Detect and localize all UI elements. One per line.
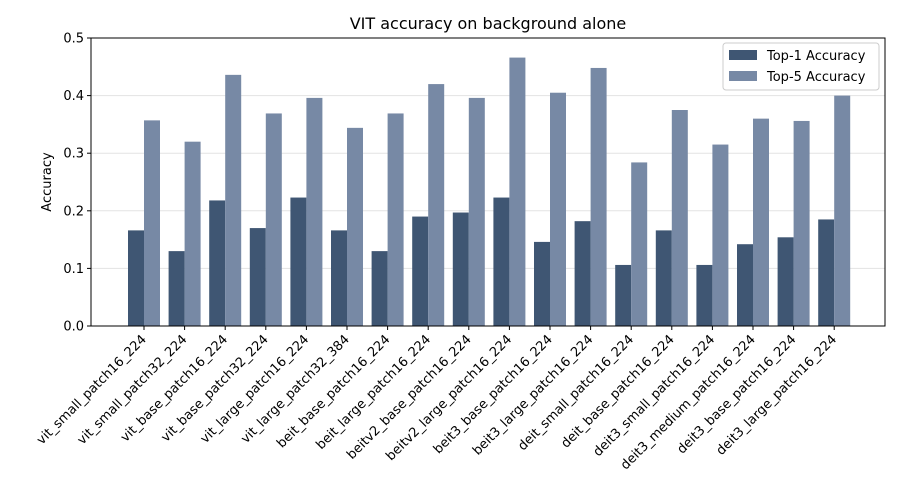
bar-top5 xyxy=(468,97,485,327)
bar-top1 xyxy=(615,264,632,326)
bar-top1 xyxy=(737,244,753,326)
y-axis-label: Accuracy xyxy=(40,152,55,212)
x-axis: vit_small_patch16_224vit_small_patch32_2… xyxy=(34,326,840,473)
bar-top1 xyxy=(168,251,185,326)
bar-top5 xyxy=(550,92,566,326)
bar-top5 xyxy=(387,113,404,327)
bar-top5 xyxy=(265,113,282,327)
plot-frame xyxy=(90,37,886,327)
bar-top5 xyxy=(671,110,688,326)
bar-top1 xyxy=(209,200,226,326)
y-tick-label: 0.5 xyxy=(63,32,84,47)
bar-top1 xyxy=(534,241,550,326)
bar-top1 xyxy=(574,221,591,326)
bar-top5 xyxy=(184,141,201,326)
bar-top1 xyxy=(249,228,266,326)
bar-top5 xyxy=(712,144,729,326)
bar-top1 xyxy=(655,230,672,326)
bar-top5 xyxy=(631,162,648,326)
bar-top5 xyxy=(144,120,160,326)
bar-top5 xyxy=(590,67,607,327)
y-tick-label: 0.2 xyxy=(63,204,84,219)
y-tick-label: 0.0 xyxy=(63,320,84,335)
bar-top1 xyxy=(493,197,510,326)
bar-top1 xyxy=(128,230,144,326)
bar-top1 xyxy=(777,237,794,326)
bar-top5 xyxy=(509,57,526,327)
bar-top5 xyxy=(793,120,810,326)
bar-top5 xyxy=(428,84,445,326)
bar-top1 xyxy=(371,251,388,326)
legend-swatch-top5 xyxy=(729,71,757,81)
y-tick-label: 0.3 xyxy=(63,147,84,162)
bar-top5 xyxy=(753,118,769,326)
bars xyxy=(128,57,851,327)
bar-top5 xyxy=(306,97,323,327)
legend-label-top5: Top-5 Accuracy xyxy=(766,70,866,85)
chart-title: VIT accuracy on background alone xyxy=(350,14,627,33)
bar-top5 xyxy=(225,74,242,326)
legend-swatch-top1 xyxy=(729,50,757,60)
y-tick-label: 0.4 xyxy=(63,89,84,104)
y-tick-label: 0.1 xyxy=(63,262,84,277)
y-axis: 0.0 0.1 0.2 0.3 0.4 0.5 xyxy=(63,32,91,335)
bar-top1 xyxy=(696,264,713,326)
bar-top1 xyxy=(818,219,835,326)
bar-top1 xyxy=(412,216,429,326)
bar-top1 xyxy=(290,197,307,326)
bar-top1 xyxy=(331,230,347,326)
legend-label-top1: Top-1 Accuracy xyxy=(766,49,866,64)
bar-top5 xyxy=(347,127,363,326)
bar-top1 xyxy=(452,212,469,326)
legend-frame xyxy=(722,42,880,91)
bar-top5 xyxy=(834,95,851,326)
legend: Top-1 Accuracy Top-5 Accuracy xyxy=(722,42,880,91)
